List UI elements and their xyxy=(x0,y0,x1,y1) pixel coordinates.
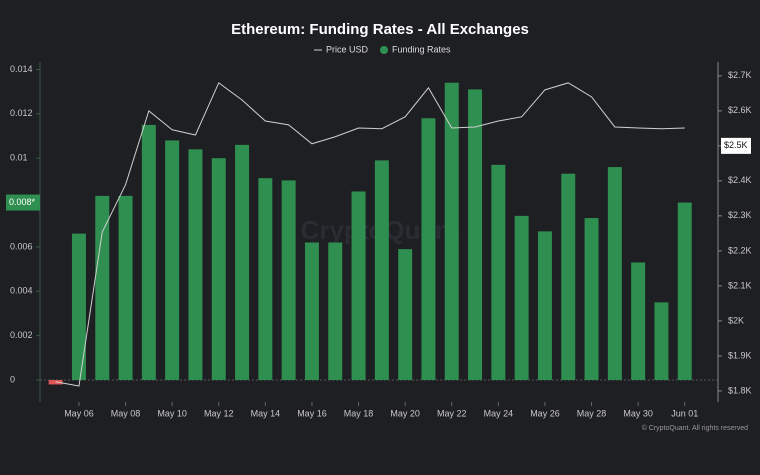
x-tick-label: May 28 xyxy=(577,408,607,418)
y2-tick-label: $2.4K xyxy=(728,175,752,185)
y2-tick-label: $2.7K xyxy=(728,70,752,80)
bar xyxy=(351,191,366,381)
x-tick-label: May 18 xyxy=(344,408,374,418)
y-badge-label: 0.008* xyxy=(9,197,36,207)
x-tick-label: May 12 xyxy=(204,408,234,418)
y-tick-label: 0.002 xyxy=(10,330,33,340)
bar xyxy=(141,124,156,381)
legend-label: Funding Rates xyxy=(392,44,451,54)
y-tick-label: 0.012 xyxy=(10,108,33,118)
bar xyxy=(71,233,86,381)
x-tick-label: May 10 xyxy=(157,408,187,418)
bar xyxy=(165,140,180,381)
y2-tick-label: $2.1K xyxy=(728,280,752,290)
bar xyxy=(328,242,343,381)
bar xyxy=(584,218,599,381)
bar xyxy=(421,118,436,381)
bar xyxy=(374,160,389,381)
x-tick-label: May 14 xyxy=(251,408,281,418)
y-tick-label: 0.004 xyxy=(10,286,33,296)
y-tick-label: 0.01 xyxy=(10,153,28,163)
y2-tick-label: $2.3K xyxy=(728,210,752,220)
bar xyxy=(654,302,669,381)
bar xyxy=(491,164,506,381)
y2-tick-label: $1.9K xyxy=(728,350,752,360)
chart-title: Ethereum: Funding Rates - All Exchanges xyxy=(231,21,529,38)
y-tick-label: 0 xyxy=(10,374,15,384)
bar xyxy=(514,215,529,381)
x-tick-label: May 16 xyxy=(297,408,327,418)
bar xyxy=(211,158,226,381)
y2-tick-label: $2.6K xyxy=(728,105,752,115)
y-tick-label: 0.014 xyxy=(10,64,33,74)
bar xyxy=(631,262,646,381)
bar xyxy=(398,249,413,381)
x-tick-label: May 08 xyxy=(111,408,141,418)
x-tick-label: Jun 01 xyxy=(671,408,698,418)
bar xyxy=(258,178,273,381)
y2-badge xyxy=(721,137,751,154)
x-tick-label: May 26 xyxy=(530,408,560,418)
x-tick-label: May 30 xyxy=(623,408,653,418)
legend-label: Price USD xyxy=(326,44,369,54)
bar xyxy=(235,144,250,381)
bar xyxy=(468,89,483,381)
x-tick-label: May 06 xyxy=(64,408,94,418)
y-badge xyxy=(6,194,40,211)
bar xyxy=(281,180,296,381)
bar xyxy=(188,149,203,381)
price-line xyxy=(55,82,685,387)
footer: © CryptoQuant. All rights reserved xyxy=(642,424,748,432)
x-tick-label: May 22 xyxy=(437,408,467,418)
bar xyxy=(537,231,552,381)
y2-tick-label: $1.8K xyxy=(728,385,752,395)
bar xyxy=(677,202,692,381)
bar xyxy=(95,195,110,381)
y2-tick-label: $2.2K xyxy=(728,245,752,255)
x-tick-label: May 20 xyxy=(390,408,420,418)
y-tick-label: 0.006 xyxy=(10,241,33,251)
bar xyxy=(561,173,576,381)
bar xyxy=(118,195,133,381)
x-tick-label: May 24 xyxy=(484,408,514,418)
legend-swatch xyxy=(380,46,388,54)
y2-badge-label: $2.5K xyxy=(724,140,748,150)
bar xyxy=(444,82,459,381)
bar xyxy=(607,167,622,381)
bar xyxy=(304,242,319,381)
y2-tick-label: $2K xyxy=(728,315,744,325)
